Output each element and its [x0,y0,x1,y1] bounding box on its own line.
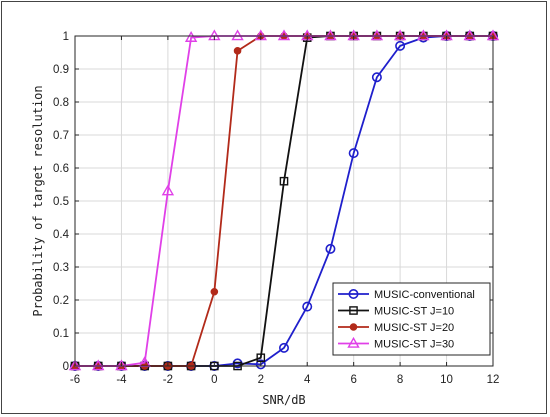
legend-label: MUSIC-ST J=10 [374,306,454,318]
legend-item: MUSIC-ST J=10 [338,306,454,318]
x-tick-label: 6 [350,374,356,386]
legend-marker [349,323,358,331]
legend: MUSIC-conventional MUSIC-ST J=10 MUSIC-ST … [332,282,491,356]
data-point [302,301,313,312]
data-point [348,148,359,159]
legend-item: MUSIC-ST J=20 [338,322,454,334]
data-point [184,31,198,42]
data-point [92,359,105,371]
x-tick-label: 10 [440,374,453,386]
data-point [233,47,242,55]
data-point [277,29,291,41]
x-axis-label: SNR/dB [262,393,305,407]
data-point [279,176,289,186]
x-tick-label: 8 [397,374,403,386]
y-tick-label: 0.4 [53,229,70,241]
data-point [161,184,175,196]
data-point [278,342,289,353]
legend-label: MUSIC-ST J=20 [374,322,454,334]
y-axis-label: Probability of target resolution [31,85,45,316]
data-point [256,353,266,363]
data-point [325,243,336,254]
legend-item: MUSIC-ST J=30 [338,336,454,351]
data-point [68,359,82,371]
x-tick-label: -6 [70,374,80,386]
x-tick-label: 0 [211,374,217,386]
data-point [371,72,382,83]
y-tick-label: 0.2 [53,295,69,307]
y-tick-label: 0.9 [53,64,69,76]
y-tick-label: 0.5 [53,196,69,208]
x-tick-label: -2 [163,374,173,386]
tick-labels: -6 -4 -2 0 2 4 6 8 10 12 0 0.1 0.2 0.3 0.4 0.5 0.6 0.7 0.8… [53,31,499,386]
data-point [210,287,219,296]
y-tick-label: 0.8 [53,97,69,109]
data-point [255,359,266,370]
legend-label: MUSIC-conventional [374,289,475,301]
legend-item: MUSIC-conventional [338,288,475,301]
legend-label: MUSIC-ST J=30 [374,339,454,351]
x-tick-label: 12 [487,374,500,386]
data-point [417,29,430,41]
y-tick-label: 0.1 [53,328,69,340]
data-point [370,29,384,41]
legend-marker [348,288,359,299]
data-point [324,29,337,41]
x-tick-label: 4 [304,374,311,386]
y-tick-label: 0.3 [53,262,69,274]
legend-marker [349,306,358,315]
legend-marker [347,336,360,348]
y-tick-label: 0 [63,361,69,373]
x-tick-label: 2 [258,374,264,386]
x-tick-label: -4 [116,374,127,386]
data-point [395,40,406,51]
y-tick-label: 0.7 [53,130,69,142]
data-point [231,29,244,41]
y-tick-label: 0.6 [53,163,69,175]
data-point [463,29,476,41]
data-point [115,359,128,371]
y-tick-label: 1 [63,31,69,43]
